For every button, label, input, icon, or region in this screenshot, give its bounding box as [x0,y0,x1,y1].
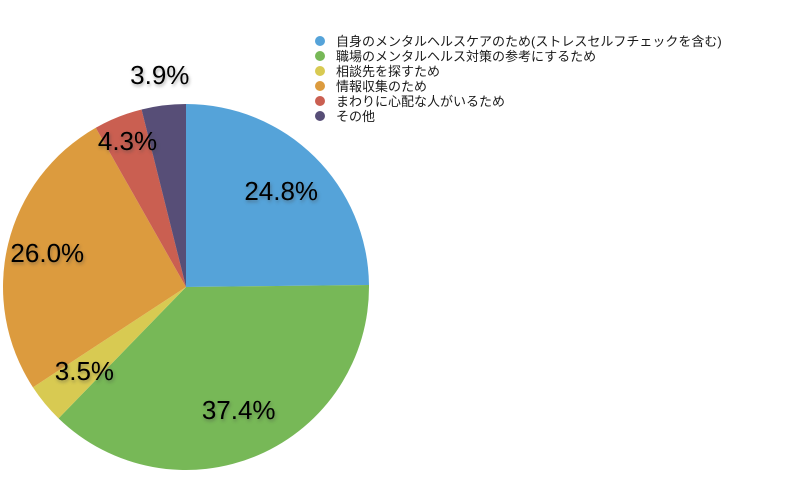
pie-slice-2 [58,284,370,470]
slice-percent-label-2: 37.4% [201,394,276,425]
legend-item-label: 自身のメンタルヘルスケアのため(ストレスセルフチェックを含む) [336,34,722,49]
chart-legend: 自身のメンタルヘルスケアのため(ストレスセルフチェックを含む) 職場のメンタルヘル… [315,33,722,124]
pie-slice-1 [186,104,369,287]
slice-percent-label-1: 24.8% [244,175,319,206]
legend-item-label: 職場のメンタルヘルス対策の参考にするため [336,49,597,64]
slice-percent-label-6: 3.9% [130,59,190,90]
slice-percent-label-3: 3.5% [54,355,115,386]
pie-slice-5 [95,109,186,287]
legend-swatch-icon [315,50,325,61]
slice-percent-label-4: 26.0% [10,238,85,269]
legend-swatch-icon [315,110,325,121]
legend-item-6: その他 [315,108,722,124]
pie-slice-6 [141,104,186,287]
slice-percent-label-5: 4.3% [97,125,158,156]
legend-swatch-icon [315,95,325,106]
legend-item-1: 自身のメンタルヘルスケアのため(ストレスセルフチェックを含む) [315,33,722,49]
legend-swatch-icon [315,65,325,76]
legend-swatch-icon [315,80,325,91]
legend-item-label: その他 [336,109,376,124]
legend-item-label: まわりに心配な人がいるため [336,94,506,109]
legend-item-label: 情報収集のため [336,79,428,94]
pie-slice-4 [3,127,186,388]
legend-item-2: 職場のメンタルヘルス対策の参考にするため [315,48,722,64]
pie-slice-3 [32,287,187,419]
legend-item-5: まわりに心配な人がいるため [315,93,722,109]
legend-item-4: 情報収集のため [315,78,722,94]
legend-item-3: 相談先を探すため [315,63,722,79]
legend-item-label: 相談先を探すため [336,64,441,79]
legend-swatch-icon [315,35,325,46]
